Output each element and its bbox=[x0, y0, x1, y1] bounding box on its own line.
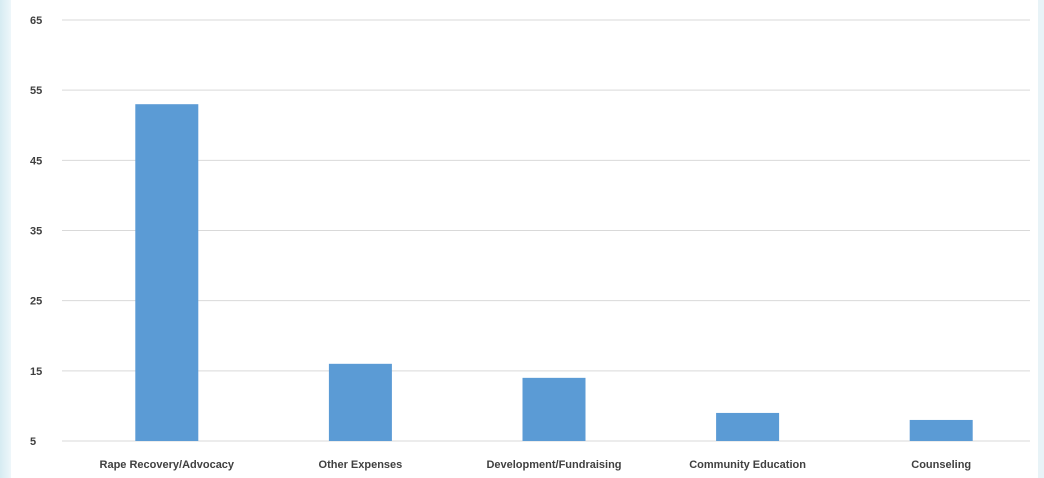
x-category-label: Community Education bbox=[689, 459, 806, 471]
y-tick-label: 15 bbox=[30, 366, 42, 378]
x-category-label: Rape Recovery/Advocacy bbox=[100, 459, 235, 471]
bar-community-education bbox=[716, 412, 780, 441]
y-axis-ticks: 5 15 25 35 45 55 65 bbox=[30, 15, 42, 448]
bars bbox=[135, 104, 973, 441]
y-tick-label: 35 bbox=[30, 226, 42, 238]
y-tick-label: 55 bbox=[30, 85, 42, 97]
x-axis-labels: Rape Recovery/Advocacy Other Expenses Deve… bbox=[100, 459, 972, 471]
bar-counseling bbox=[909, 419, 973, 441]
right-decorative-strip bbox=[1038, 0, 1044, 478]
bar-rape-recovery-advocacy bbox=[135, 104, 199, 441]
bar-other-expenses bbox=[328, 363, 392, 441]
y-tick-label: 65 bbox=[30, 15, 42, 27]
y-tick-label: 45 bbox=[30, 155, 42, 167]
y-tick-label: 25 bbox=[30, 296, 42, 308]
left-decorative-strip bbox=[0, 0, 11, 478]
bar-development-fundraising bbox=[522, 377, 586, 441]
y-tick-label: 5 bbox=[30, 436, 36, 448]
x-category-label: Counseling bbox=[911, 459, 971, 471]
x-category-label: Other Expenses bbox=[319, 459, 403, 471]
x-category-label: Development/Fundraising bbox=[486, 459, 621, 471]
